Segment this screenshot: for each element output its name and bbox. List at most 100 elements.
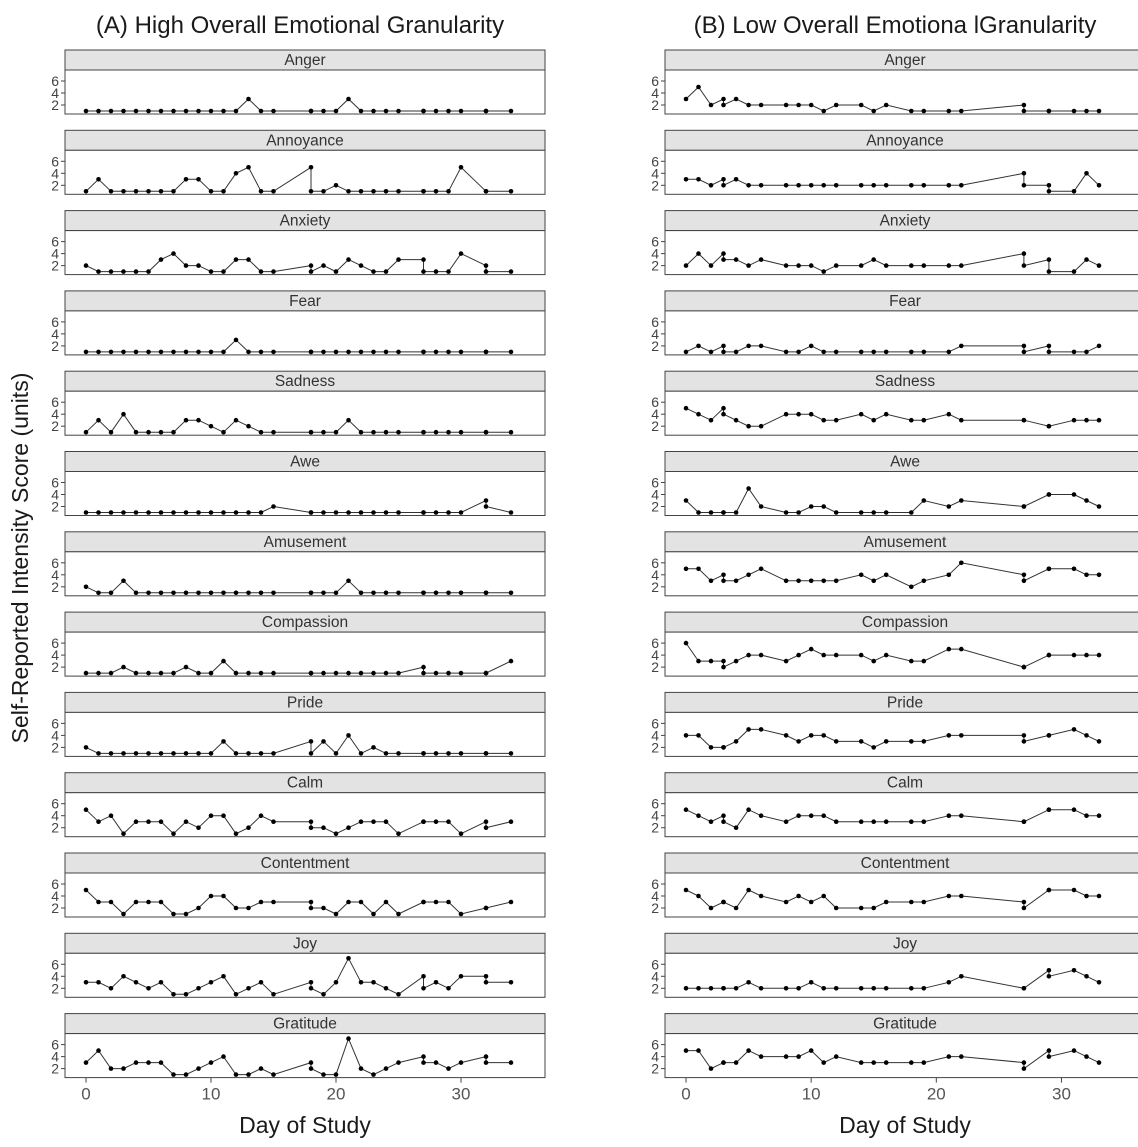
data-point (758, 566, 764, 572)
facet-gratitude: Gratitude 246 (651, 1013, 1138, 1079)
data-point (483, 504, 489, 509)
y-tick-label: 6 (51, 876, 59, 892)
data-point (483, 825, 489, 830)
data-point (696, 84, 701, 90)
data-point (921, 658, 927, 664)
facet-panel (64, 792, 546, 838)
data-point (808, 263, 814, 268)
data-point (808, 813, 814, 818)
data-point (858, 349, 864, 355)
y-tick-label: 6 (51, 956, 59, 972)
data-point (808, 504, 814, 509)
data-point (371, 911, 376, 917)
y-tick-label: 2 (51, 579, 59, 595)
data-point (183, 992, 189, 997)
data-point (358, 751, 364, 756)
facet-joy: Joy 246 (651, 932, 1138, 998)
data-point (133, 670, 139, 676)
data-point (133, 429, 139, 435)
data-point (246, 751, 251, 756)
data-point (233, 417, 239, 423)
data-point (246, 349, 251, 355)
facet-panel (64, 872, 546, 918)
data-point (1021, 263, 1027, 268)
facet-panel (64, 390, 546, 436)
data-point (1021, 733, 1027, 738)
data-point (883, 739, 889, 744)
data-point (146, 1060, 151, 1065)
data-point (1021, 1066, 1027, 1071)
data-point (1071, 417, 1077, 423)
data-point (733, 177, 739, 182)
data-point (246, 905, 251, 911)
data-point (171, 510, 176, 515)
data-point (1021, 664, 1027, 670)
data-point (121, 510, 126, 515)
data-point (1096, 108, 1102, 114)
data-point (383, 670, 389, 676)
data-point (1084, 417, 1089, 423)
data-point (271, 992, 276, 997)
data-point (858, 183, 864, 188)
data-point (721, 664, 726, 670)
data-point (1021, 899, 1027, 905)
facet-fear: Fear 246 (51, 290, 546, 356)
data-point (346, 96, 351, 102)
y-tick-label: 2 (51, 820, 59, 836)
data-point (258, 108, 264, 114)
data-point (83, 349, 89, 355)
data-point (696, 893, 701, 899)
data-point (871, 986, 876, 991)
data-point (183, 108, 189, 114)
data-point (183, 819, 189, 824)
data-point (258, 899, 264, 905)
data-point (946, 893, 952, 899)
data-point (346, 189, 351, 194)
data-point (696, 1048, 701, 1053)
data-point (208, 510, 214, 515)
data-point (258, 751, 264, 756)
data-point (808, 980, 814, 985)
facet-panel (664, 872, 1138, 918)
data-point (821, 813, 826, 818)
facet-panel (664, 551, 1138, 597)
data-point (721, 578, 726, 584)
data-point (808, 733, 814, 738)
data-point (508, 751, 514, 756)
data-point (121, 189, 126, 194)
data-point (746, 572, 751, 578)
data-point (308, 980, 314, 985)
data-point (108, 751, 114, 756)
data-point (696, 510, 701, 515)
data-point (458, 831, 464, 836)
facet-label: Amusement (264, 534, 347, 551)
data-point (483, 751, 489, 756)
data-point (96, 590, 101, 596)
data-point (333, 911, 339, 917)
data-point (909, 183, 914, 188)
data-point (1021, 417, 1027, 423)
data-point (1084, 893, 1089, 899)
data-point (433, 189, 439, 194)
data-point (358, 590, 364, 596)
data-point (371, 269, 376, 274)
facet-compassion: Compassion 246 (651, 611, 1138, 677)
facet-calm: Calm 246 (51, 772, 546, 838)
data-point (146, 670, 151, 676)
data-point (921, 819, 927, 824)
data-point (221, 189, 226, 194)
data-point (271, 504, 276, 509)
facet-label: Contentment (861, 855, 950, 872)
data-point (946, 504, 952, 509)
facet-label: Compassion (262, 614, 348, 631)
facet-label: Annoyance (866, 132, 944, 149)
y-tick-label: 4 (51, 727, 59, 743)
data-point (1096, 739, 1102, 744)
data-point (383, 108, 389, 114)
data-point (133, 189, 139, 194)
data-point (696, 343, 701, 349)
data-point (909, 417, 914, 423)
data-point (108, 670, 114, 676)
data-point (1046, 492, 1052, 497)
